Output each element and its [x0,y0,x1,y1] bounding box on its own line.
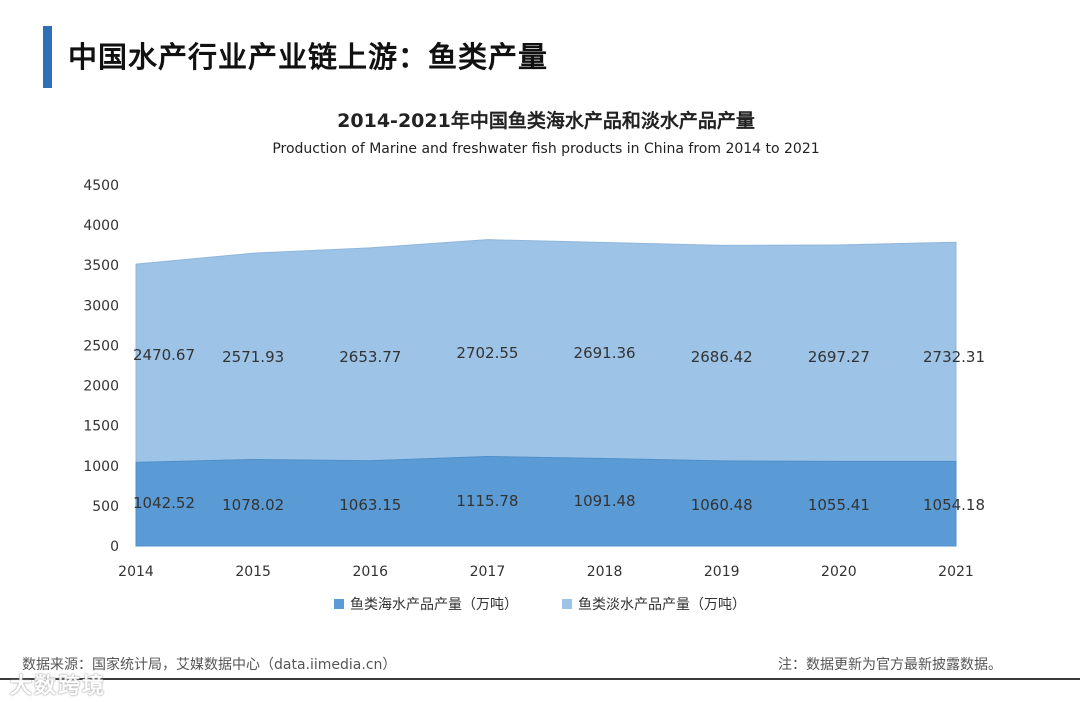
legend-label-freshwater: 鱼类淡水产品产量（万吨） [578,597,746,613]
title-accent-bar [43,26,52,88]
x-tick-label: 2016 [352,564,388,580]
data-source: 数据来源：国家统计局，艾媒数据中心（data.iimedia.cn） [22,657,397,673]
x-tick-label: 2018 [587,564,623,580]
chart-title: 2014-2021年中国鱼类海水产品和淡水产品产量 [337,110,755,132]
data-label-freshwater: 2702.55 [456,344,518,362]
y-tick-label: 1500 [83,419,119,435]
legend-item-freshwater: 鱼类淡水产品产量（万吨） [562,594,746,614]
footer-divider [0,678,1080,680]
x-tick-label: 2019 [704,564,740,580]
x-tick-label: 2017 [470,564,506,580]
footnote: 注：数据更新为官方最新披露数据。 [778,657,1002,673]
data-label-marine: 1063.15 [339,496,401,514]
legend-label-marine: 鱼类海水产品产量（万吨） [350,597,518,613]
data-label-freshwater: 2732.31 [923,348,985,366]
data-label-freshwater: 2571.93 [222,348,284,366]
data-label-freshwater: 2470.67 [133,346,195,364]
data-label-marine: 1055.41 [808,496,870,514]
data-label-freshwater: 2691.36 [574,344,636,362]
y-tick-label: 4500 [83,178,119,194]
chart-legend: 鱼类海水产品产量（万吨） 鱼类淡水产品产量（万吨） [0,594,1080,614]
legend-swatch-marine [334,599,344,609]
data-label-freshwater: 2697.27 [808,348,870,366]
y-tick-label: 2000 [83,379,119,395]
page-title: 中国水产行业产业链上游：鱼类产量 [68,40,549,74]
y-tick-label: 4000 [83,218,119,234]
chart-subtitle: Production of Marine and freshwater fish… [272,141,820,157]
data-label-marine: 1078.02 [222,496,284,514]
x-tick-label: 2020 [821,564,857,580]
x-tick-label: 2014 [118,564,154,580]
data-label-freshwater: 2653.77 [339,348,401,366]
y-tick-label: 2500 [83,338,119,354]
watermark-logo: 大数跨境 [10,674,107,699]
data-label-marine: 1060.48 [691,496,753,514]
y-tick-label: 500 [92,499,119,515]
y-tick-label: 3000 [83,298,119,314]
data-label-marine: 1054.18 [923,496,985,514]
y-tick-label: 0 [110,539,119,555]
area-marine [135,455,957,547]
legend-item-marine: 鱼类海水产品产量（万吨） [334,594,518,614]
y-tick-label: 3500 [83,258,119,274]
data-label-marine: 1042.52 [133,494,195,512]
x-tick-label: 2015 [235,564,271,580]
y-tick-label: 1000 [83,459,119,475]
data-label-marine: 1115.78 [456,492,518,510]
data-label-marine: 1091.48 [574,492,636,510]
legend-swatch-freshwater [562,599,572,609]
data-label-freshwater: 2686.42 [691,348,753,366]
x-tick-label: 2021 [938,564,974,580]
